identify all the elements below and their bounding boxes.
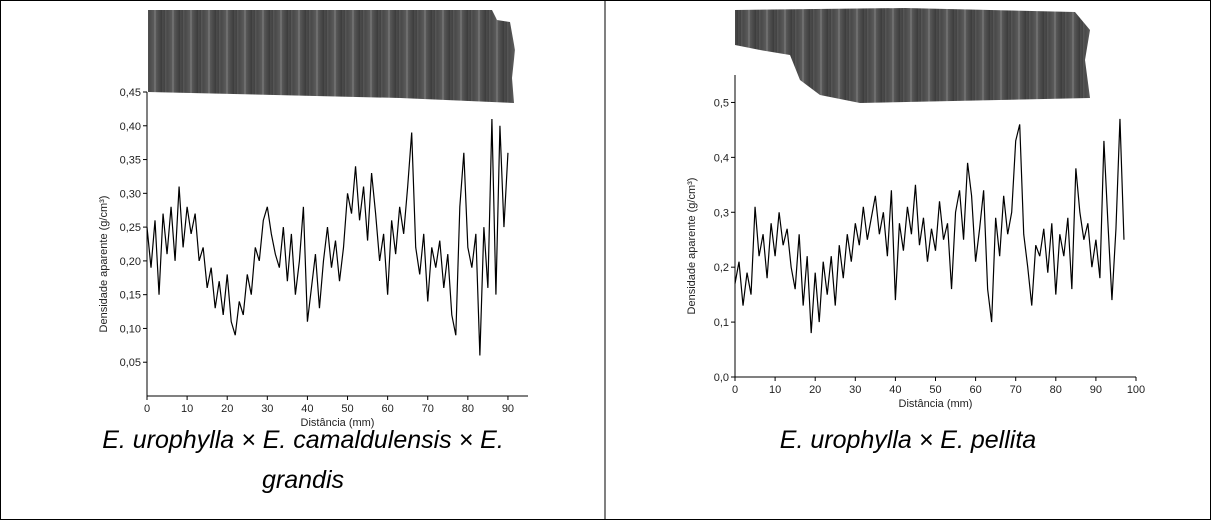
x-tick-label: 60: [969, 384, 981, 396]
x-tick-label: 80: [1050, 384, 1062, 396]
x-tick-label: 60: [382, 403, 394, 415]
x-tick-label: 30: [261, 403, 273, 415]
y-tick-label: 0,1: [714, 317, 729, 329]
x-tick-label: 40: [301, 403, 313, 415]
wood-sample: [148, 10, 515, 103]
caption: E. urophylla × E. pellita: [779, 426, 1037, 454]
x-tick-label: 0: [732, 384, 738, 396]
y-tick-label: 0,25: [120, 222, 141, 234]
y-tick-label: 0,40: [120, 121, 141, 133]
x-tick-label: 70: [1010, 384, 1022, 396]
x-tick-label: 80: [462, 403, 474, 415]
y-tick-label: 0,35: [120, 155, 141, 167]
y-tick-label: 0,2: [714, 262, 729, 274]
x-axis-label: Distância (mm): [899, 398, 973, 410]
y-tick-label: 0,05: [120, 357, 141, 369]
x-tick-label: 70: [422, 403, 434, 415]
y-tick-label: 0,45: [120, 87, 141, 99]
data-line: [146, 119, 509, 356]
y-axis-label: Densidade aparente (g/cm³): [98, 196, 110, 333]
x-tick-label: 20: [221, 403, 233, 415]
x-tick-label: 20: [809, 384, 821, 396]
y-tick-label: 0,15: [120, 290, 141, 302]
plots: 0,050,100,150,200,250,300,350,400,450 10 2…: [98, 75, 1145, 429]
x-tick-label: 50: [929, 384, 941, 396]
y-tick-label: 0,20: [120, 256, 141, 268]
x-tick-label: 30: [849, 384, 861, 396]
x-tick-label: 90: [502, 403, 514, 415]
x-tick-label: 100: [1127, 384, 1145, 396]
x-tick-label: 50: [341, 403, 353, 415]
x-axis-label: Distância (mm): [301, 417, 375, 429]
y-tick-label: 0,5: [714, 97, 729, 109]
x-tick-label: 10: [181, 403, 193, 415]
y-tick-label: 0,3: [714, 207, 729, 219]
caption: E. urophylla × E. camaldulensis × E. gra…: [102, 426, 504, 494]
y-tick-label: 0,30: [120, 188, 141, 200]
y-tick-label: 0,10: [120, 323, 141, 335]
x-tick-label: 0: [144, 403, 150, 415]
wood-sample: [735, 8, 1090, 103]
y-tick-label: 0,0: [714, 372, 729, 384]
y-tick-label: 0,4: [714, 152, 729, 164]
data-line: [734, 118, 1125, 334]
x-tick-label: 40: [889, 384, 901, 396]
y-axis-label: Densidade aparente (g/cm³): [686, 178, 698, 315]
x-tick-label: 10: [769, 384, 781, 396]
x-tick-label: 90: [1090, 384, 1102, 396]
